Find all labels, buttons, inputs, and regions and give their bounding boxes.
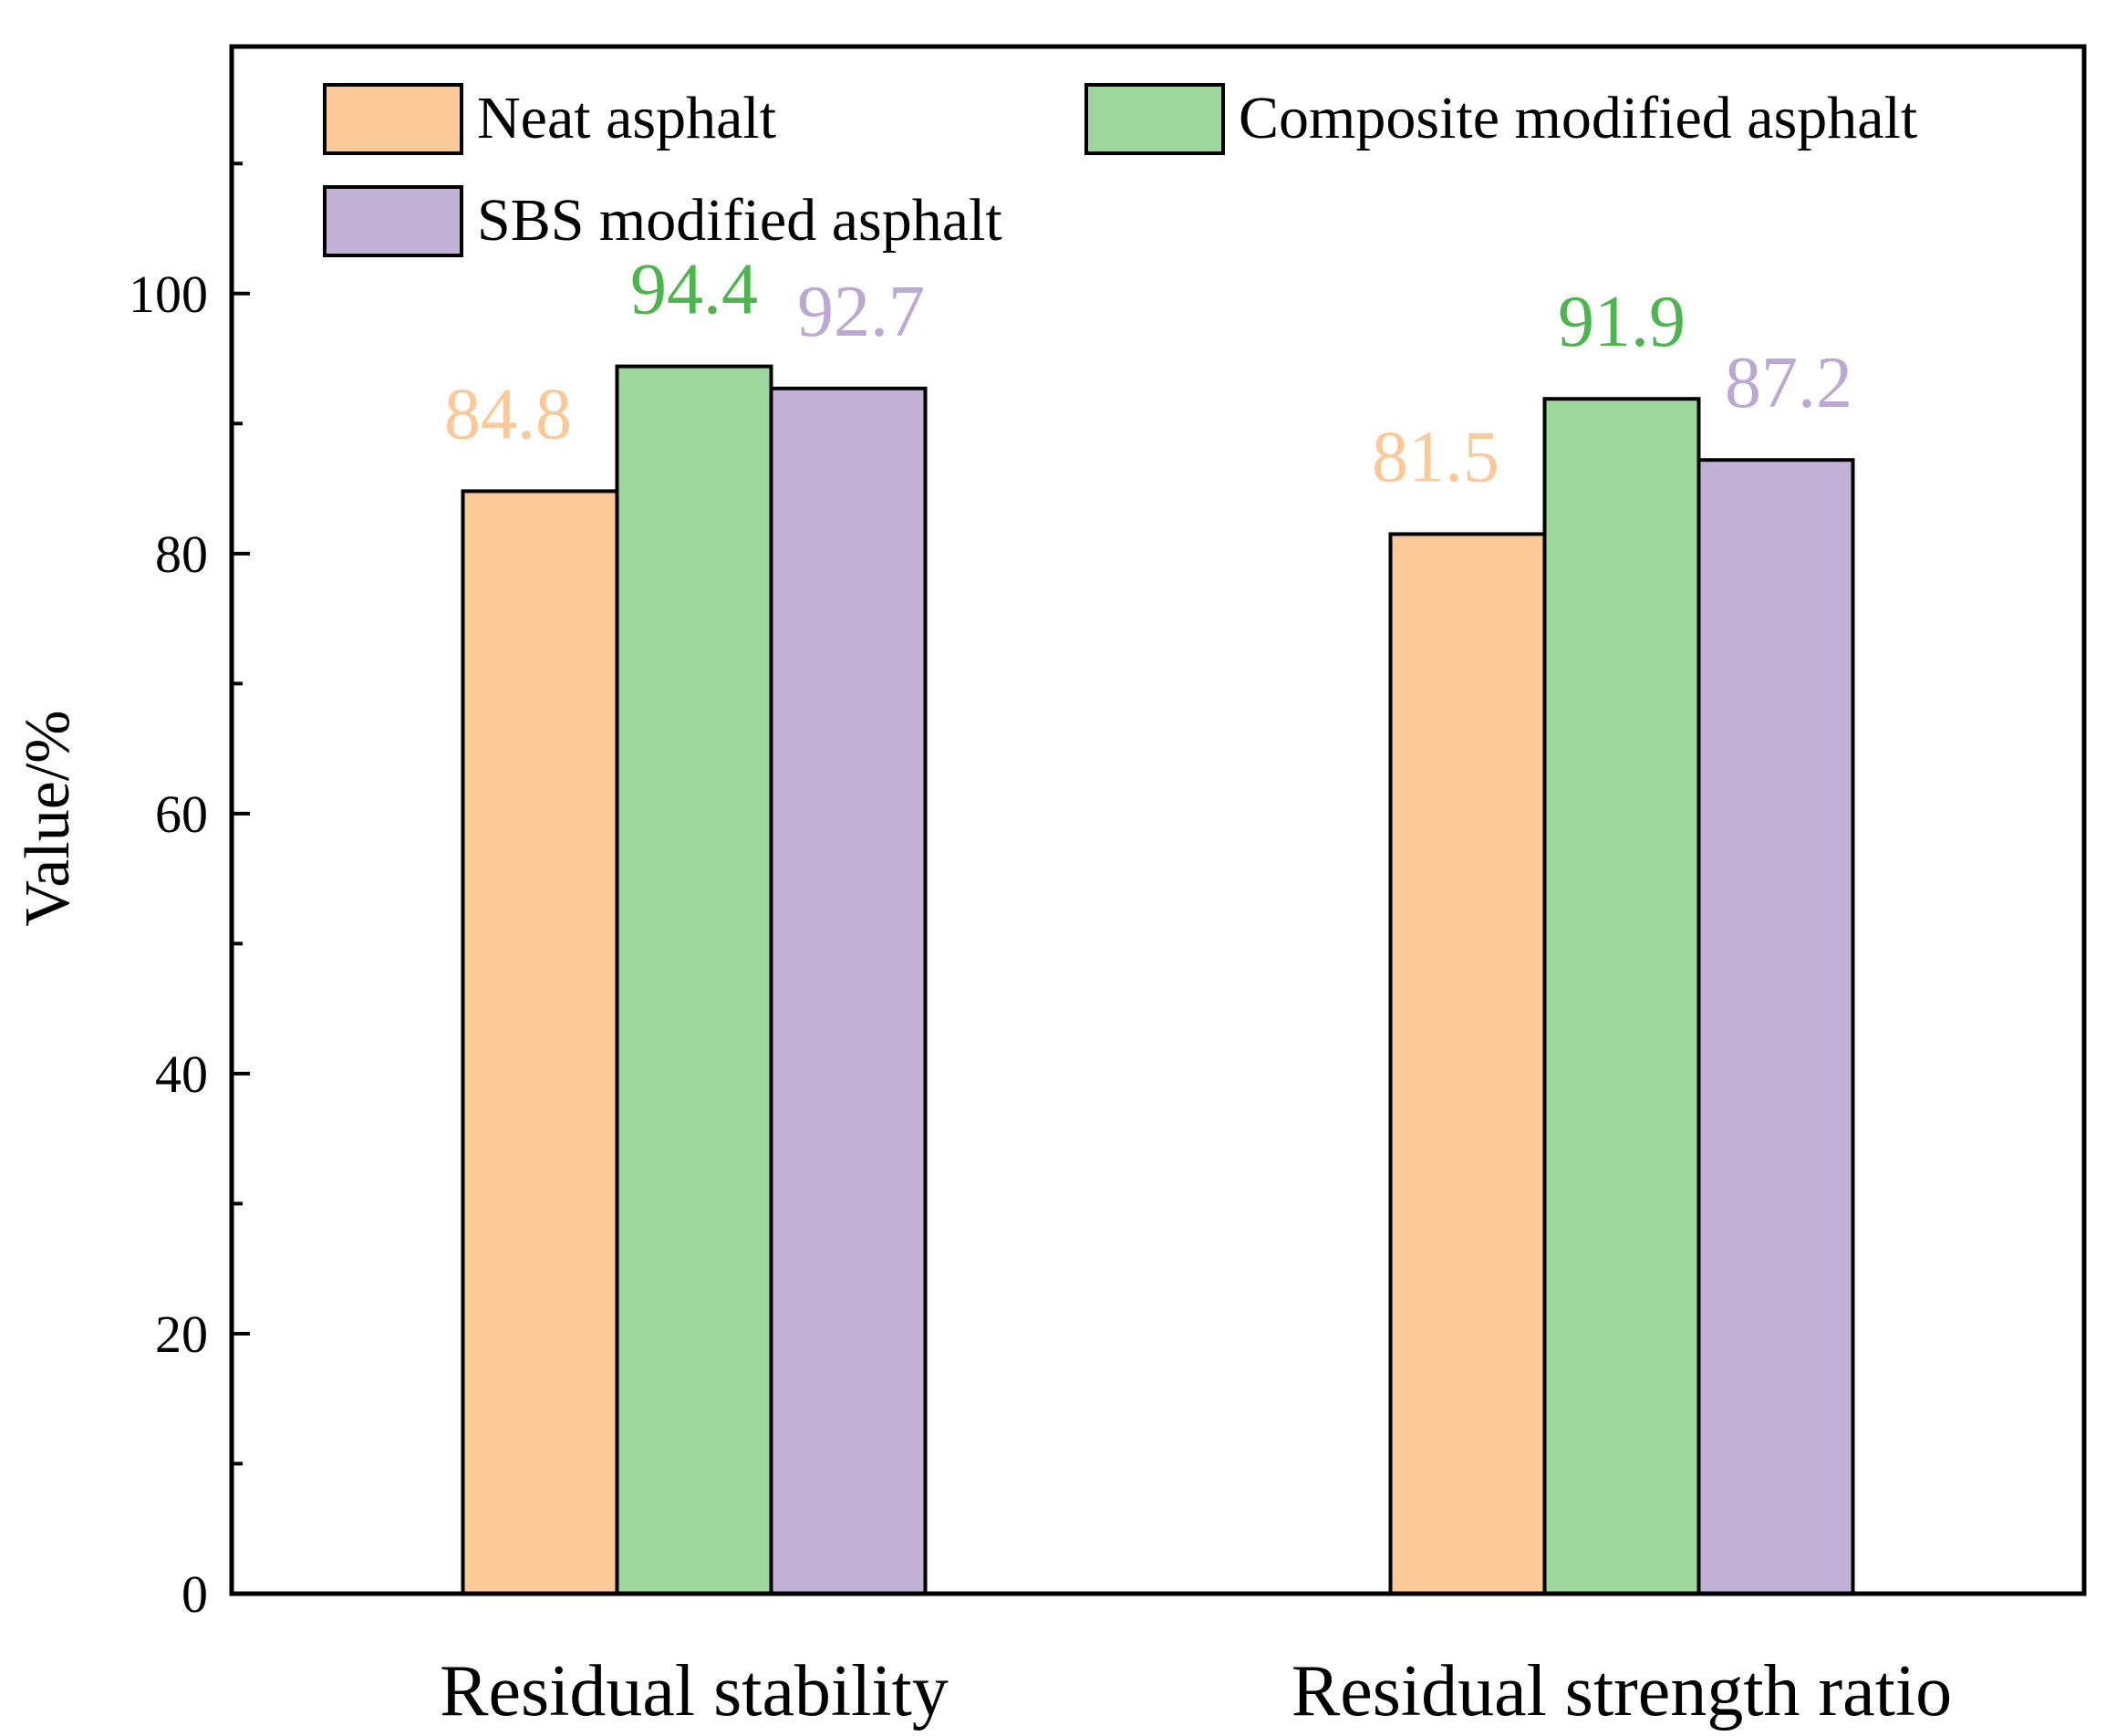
data-label-1-1: 91.9 bbox=[1558, 282, 1686, 362]
plot-frame bbox=[229, 44, 2087, 1596]
data-label-1-0: 94.4 bbox=[630, 250, 758, 330]
data-label-0-0: 84.8 bbox=[444, 374, 572, 454]
y-axis-title: Value/% bbox=[13, 710, 83, 926]
bar-1-0 bbox=[615, 364, 773, 1596]
data-label-2-0: 92.7 bbox=[797, 272, 925, 352]
legend: Neat asphalt Composite modified asphalt SB… bbox=[323, 83, 1917, 257]
bar-2-1 bbox=[1696, 458, 1855, 1596]
y-tick-label-20: 20 bbox=[155, 1305, 208, 1364]
bar-0-0 bbox=[461, 489, 619, 1596]
y-tick-label-100: 100 bbox=[129, 265, 208, 324]
data-label-2-1: 87.2 bbox=[1725, 343, 1852, 423]
category-labels-layer: Residual stability Residual strength rati… bbox=[440, 1651, 1952, 1731]
category-label-1: Residual strength ratio bbox=[1292, 1651, 1952, 1731]
data-label-0-1: 81.5 bbox=[1372, 417, 1499, 497]
bar-0-1 bbox=[1388, 532, 1547, 1596]
bars-layer bbox=[461, 364, 1855, 1596]
legend-swatch-0 bbox=[323, 83, 463, 155]
y-tick-labels-layer: 0 20 40 60 80 100 bbox=[129, 265, 208, 1624]
data-labels-layer: 84.8 81.5 94.4 91.9 92.7 87.2 bbox=[444, 250, 1852, 498]
legend-label-0: Neat asphalt bbox=[477, 85, 776, 151]
y-tick-label-40: 40 bbox=[155, 1045, 208, 1104]
bar-1-1 bbox=[1542, 397, 1701, 1596]
legend-label-2: SBS modified asphalt bbox=[477, 187, 1002, 254]
bar-2-0 bbox=[769, 386, 928, 1596]
y-tick-label-80: 80 bbox=[155, 525, 208, 584]
y-tick-label-0: 0 bbox=[182, 1564, 208, 1624]
category-label-0: Residual stability bbox=[440, 1651, 949, 1731]
legend-swatch-1 bbox=[1084, 83, 1225, 155]
y-ticks-layer bbox=[232, 161, 250, 1466]
legend-swatch-2 bbox=[323, 185, 463, 257]
y-tick-label-60: 60 bbox=[155, 785, 208, 844]
legend-label-1: Composite modified asphalt bbox=[1239, 85, 1917, 151]
